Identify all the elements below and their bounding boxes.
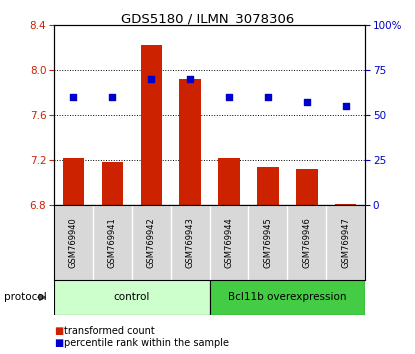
Text: GSM769944: GSM769944 <box>225 217 234 268</box>
Bar <box>218 158 240 205</box>
Text: GSM769942: GSM769942 <box>147 217 156 268</box>
Point <box>265 94 271 100</box>
Text: percentile rank within the sample: percentile rank within the sample <box>64 338 229 348</box>
Bar <box>102 162 123 205</box>
Point <box>109 94 116 100</box>
Bar <box>63 158 84 205</box>
Text: transformed count: transformed count <box>64 326 155 336</box>
Text: GSM769940: GSM769940 <box>69 217 78 268</box>
Bar <box>210 280 365 315</box>
Text: ■: ■ <box>54 338 63 348</box>
Text: GSM769943: GSM769943 <box>186 217 195 268</box>
Point <box>148 76 154 82</box>
Point <box>226 94 232 100</box>
Bar <box>54 280 210 315</box>
Point <box>187 76 193 82</box>
Bar <box>141 45 162 205</box>
Text: control: control <box>114 292 150 302</box>
Text: ■: ■ <box>54 326 63 336</box>
Text: GSM769941: GSM769941 <box>108 217 117 268</box>
Bar <box>335 204 356 205</box>
Text: GDS5180 / ILMN_3078306: GDS5180 / ILMN_3078306 <box>121 12 294 25</box>
Point <box>342 103 349 109</box>
Text: Bcl11b overexpression: Bcl11b overexpression <box>228 292 347 302</box>
Point <box>70 94 77 100</box>
Bar <box>179 79 201 205</box>
Bar <box>257 167 278 205</box>
Text: protocol: protocol <box>4 292 47 302</box>
Point <box>303 99 310 105</box>
Text: GSM769946: GSM769946 <box>303 217 311 268</box>
Text: GSM769947: GSM769947 <box>341 217 350 268</box>
Text: GSM769945: GSM769945 <box>264 217 272 268</box>
Bar <box>296 169 317 205</box>
